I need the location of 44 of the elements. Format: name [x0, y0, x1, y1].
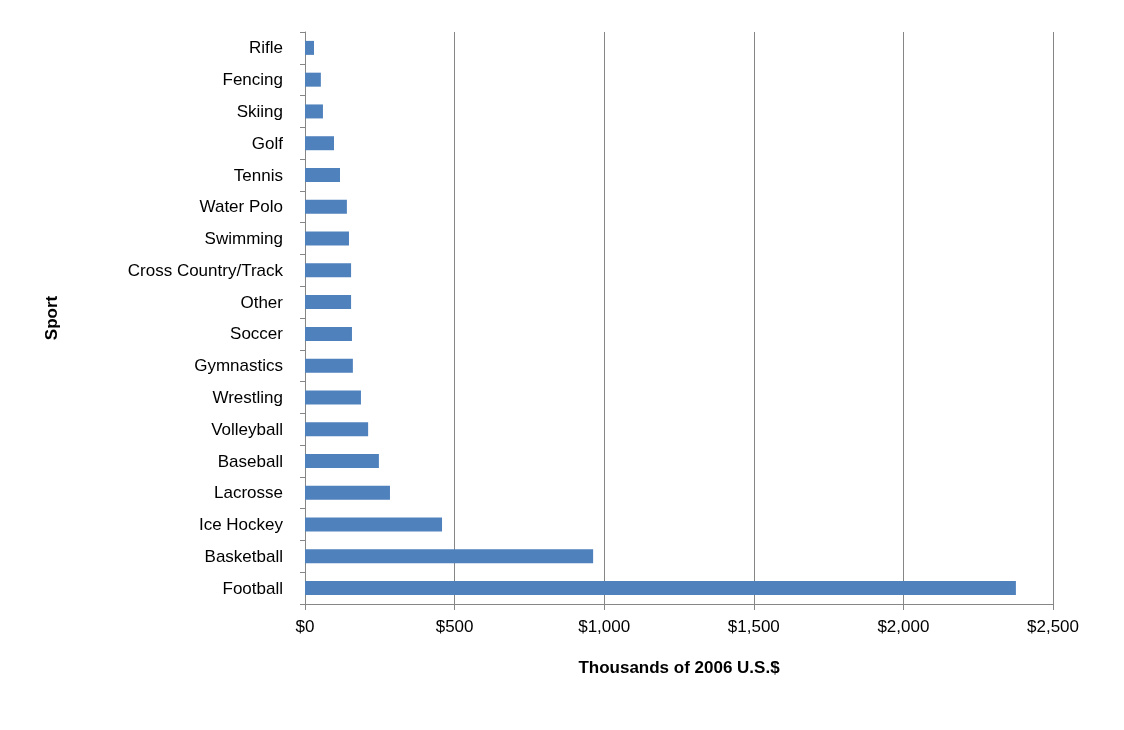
y-tick-label: Soccer — [230, 324, 284, 344]
bar — [305, 549, 594, 564]
bar — [305, 454, 379, 468]
bar — [305, 295, 352, 310]
y-tick-label: Lacrosse — [214, 483, 283, 503]
y-tick-label: Swimming — [204, 229, 283, 249]
x-tick-label: $500 — [435, 617, 474, 636]
y-tick-label: Golf — [251, 133, 284, 153]
y-tick-label: Ice Hockey — [198, 515, 284, 535]
y-tick-label: Other — [240, 292, 284, 312]
y-tick-label: Water Polo — [199, 197, 283, 217]
y-tick-label: Football — [222, 578, 283, 598]
bar — [305, 72, 321, 87]
y-tick-label: Cross Country/Track — [127, 260, 284, 280]
y-axis-title: Sport — [42, 295, 61, 341]
x-tick-label: $1,500 — [727, 617, 780, 636]
bar — [305, 422, 369, 437]
bar — [305, 263, 352, 278]
bar — [305, 358, 353, 373]
bar — [305, 136, 335, 151]
y-tick-label: Rifle — [248, 38, 283, 58]
bar — [305, 104, 323, 119]
bar — [305, 390, 361, 405]
x-axis-title: Thousands of 2006 U.S.$ — [578, 658, 781, 677]
x-tick-label: $2,500 — [1027, 617, 1079, 636]
bar — [305, 168, 341, 182]
x-tick-label: $2,000 — [877, 617, 930, 636]
bar — [305, 581, 1016, 596]
bar — [305, 485, 390, 500]
bar — [305, 517, 443, 532]
y-tick-label: Gymnastics — [194, 356, 283, 376]
y-tick-label: Baseball — [217, 451, 283, 471]
x-tick-label: $0 — [295, 617, 315, 636]
bar — [305, 199, 347, 214]
y-tick-label: Skiing — [236, 101, 283, 121]
y-tick-label: Fencing — [222, 70, 283, 90]
y-tick-label: Basketball — [204, 546, 283, 566]
bar — [305, 326, 352, 341]
x-tick-label: $1,000 — [578, 617, 631, 636]
bar — [305, 231, 349, 246]
y-tick-label: Wrestling — [212, 387, 283, 407]
bar — [305, 40, 314, 55]
y-tick-label: Volleyball — [211, 419, 283, 439]
y-tick-label: Tennis — [233, 165, 283, 185]
